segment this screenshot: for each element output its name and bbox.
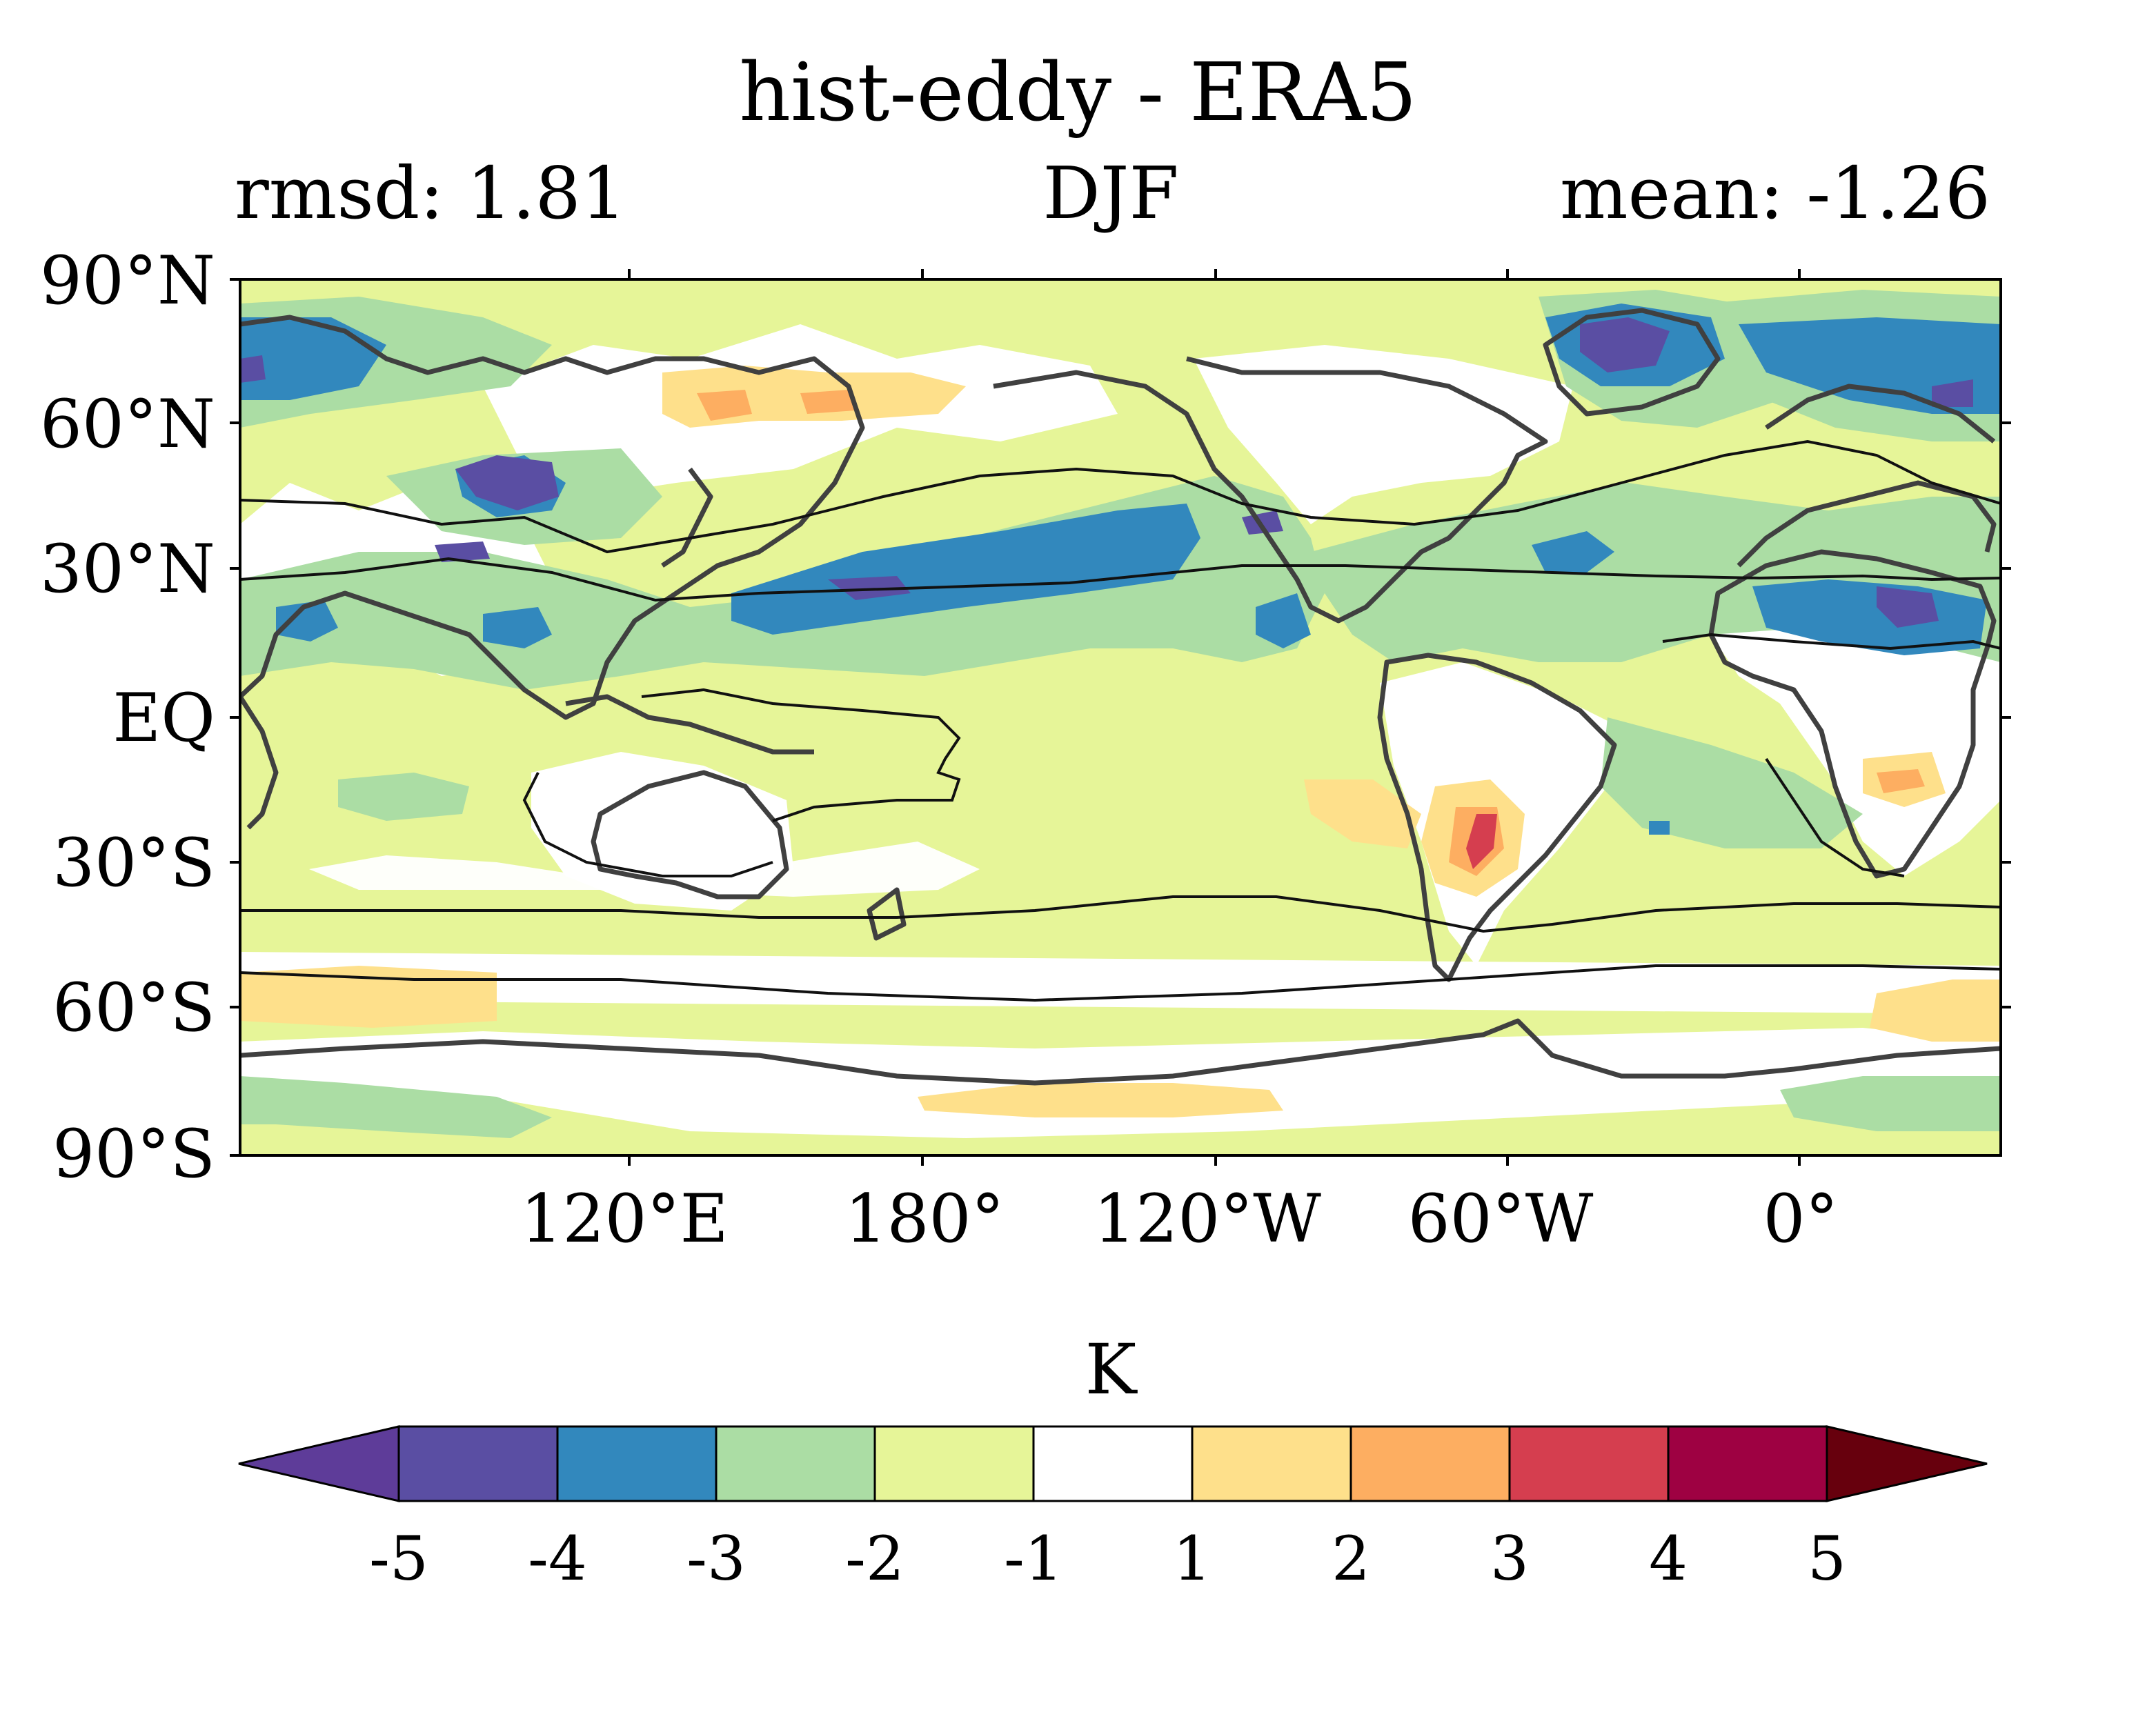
colorbar-segment — [715, 1425, 876, 1502]
colorbar-segment — [1032, 1425, 1194, 1502]
reference-contours — [240, 439, 2001, 1002]
lon-label-120w: 120°W — [1094, 1180, 1321, 1257]
colorbar-extension-low — [238, 1425, 400, 1502]
colorbar-tick-label: 3 — [1490, 1523, 1529, 1594]
map-title: hist-eddy - ERA5 — [739, 46, 1417, 139]
longitude-labels: 120°E 180° 120°W 60°W 0° — [520, 1180, 1838, 1257]
colorbar-unit: K — [1085, 1329, 1138, 1410]
field-purple-cores — [240, 317, 1973, 628]
colorbar-segment — [1191, 1425, 1352, 1502]
lon-label-180: 180° — [844, 1180, 1004, 1257]
field-positive-patches — [240, 366, 2001, 1117]
lat-label-60n: 60°N — [40, 386, 215, 463]
colorbar-segment — [1349, 1425, 1511, 1502]
colorbar-segment — [873, 1425, 1035, 1502]
colorbar-tick-label: 1 — [1173, 1523, 1211, 1594]
lon-label-60w: 60°W — [1408, 1180, 1594, 1257]
lat-label-60s: 60°S — [52, 969, 215, 1046]
map-tick-marks — [230, 269, 2011, 1166]
colorbar-extension-high — [1826, 1425, 1988, 1502]
lat-label-90n: 90°N — [40, 242, 215, 319]
colorbar-tick-label: 5 — [1808, 1523, 1846, 1594]
colorbar-segment — [397, 1425, 559, 1502]
lat-label-eq: EQ — [112, 679, 215, 757]
latitude-labels: 90°N 60°N 30°N EQ 30°S 60°S 90°S — [40, 242, 215, 1193]
mean-label: mean: -1.26 — [1560, 151, 1990, 235]
lat-label-30n: 30°N — [40, 530, 215, 608]
colorbar-tick-label: 4 — [1649, 1523, 1688, 1594]
season-label: DJF — [1042, 151, 1179, 235]
colorbar-tick-label: 2 — [1332, 1523, 1370, 1594]
colorbar-tick-label: -4 — [528, 1523, 587, 1594]
colorbar: K -5 -4 -3 -2 -1 1 2 3 4 5 — [238, 1329, 1988, 1594]
lat-label-90s: 90°S — [52, 1115, 215, 1193]
colorbar-tick-label: -3 — [686, 1523, 746, 1594]
colorbar-segment — [1667, 1425, 1828, 1502]
lat-label-30s: 30°S — [52, 824, 215, 902]
lon-label-120e: 120°E — [520, 1180, 728, 1257]
map-plot-area — [240, 279, 2001, 1155]
colorbar-tick-label: -5 — [369, 1523, 428, 1594]
colorbar-tick-label: -2 — [845, 1523, 904, 1594]
colorbar-tick-label: -1 — [1004, 1523, 1063, 1594]
lon-label-0: 0° — [1763, 1180, 1838, 1257]
colorbar-segment — [556, 1425, 718, 1502]
colorbar-segment — [1508, 1425, 1670, 1502]
rmsd-label: rmsd: 1.81 — [235, 151, 626, 235]
coastlines — [240, 308, 2001, 1086]
